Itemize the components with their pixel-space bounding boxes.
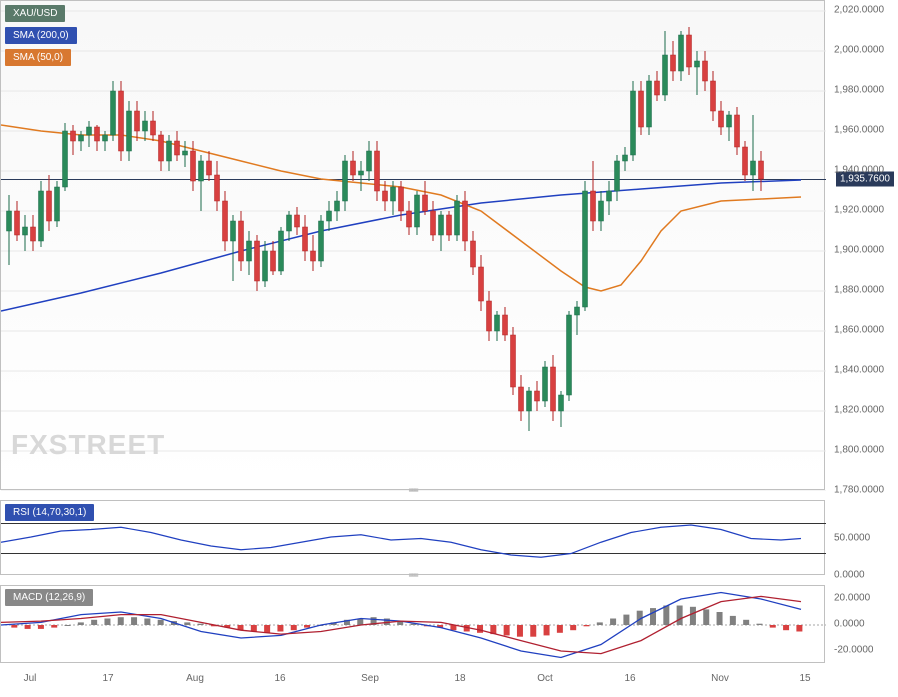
x-tick-label: Oct (537, 673, 553, 684)
panel-resize-handle[interactable]: ≡≡≡ (393, 486, 433, 492)
y-tick-label: 20.0000 (834, 593, 870, 604)
x-tick-label: Sep (361, 673, 379, 684)
y-tick-label: 1,900.0000 (834, 245, 884, 256)
panel-resize-handle[interactable]: ≡≡≡ (393, 571, 433, 577)
x-tick-label: 16 (274, 673, 285, 684)
y-tick-label: 1,800.0000 (834, 445, 884, 456)
y-tick-label: 50.0000 (834, 532, 870, 543)
watermark: FXSTREET (11, 429, 165, 461)
x-tick-label: 18 (454, 673, 465, 684)
rsi-svg (1, 501, 826, 576)
x-tick-label: 15 (799, 673, 810, 684)
rsi-panel[interactable]: RSI (14,70,30,1) ≡≡≡ (0, 500, 825, 575)
y-tick-label: 1,880.0000 (834, 285, 884, 296)
main-price-chart[interactable]: XAU/USD SMA (200,0) SMA (50,0) FXSTREET … (0, 0, 825, 490)
macd-y-axis: -20.0000 0.0000 20.0000 (828, 585, 898, 663)
chart-container: XAU/USD SMA (200,0) SMA (50,0) FXSTREET … (0, 0, 898, 697)
y-tick-label: -20.0000 (834, 645, 873, 656)
rsi-y-axis: 0.000050.0000 (828, 500, 898, 575)
sma50-badge: SMA (50,0) (5, 49, 71, 66)
macd-badge: MACD (12,26,9) (5, 589, 93, 606)
macd-panel[interactable]: MACD (12,26,9) (0, 585, 825, 663)
x-tick-label: Aug (186, 673, 204, 684)
y-tick-label: 1,960.0000 (834, 125, 884, 136)
x-tick-label: 16 (624, 673, 635, 684)
x-tick-label: 17 (102, 673, 113, 684)
candlestick-svg (1, 1, 826, 491)
main-y-axis: 1,780.00001,800.00001,820.00001,840.0000… (828, 0, 898, 490)
y-tick-label: 2,020.0000 (834, 5, 884, 16)
y-tick-label: 0.0000 (834, 570, 865, 581)
y-tick-label: 1,940.0000 (834, 165, 884, 176)
y-tick-label: 0.0000 (834, 619, 865, 630)
symbol-badge: XAU/USD (5, 5, 65, 22)
y-tick-label: 1,820.0000 (834, 405, 884, 416)
y-tick-label: 1,840.0000 (834, 365, 884, 376)
sma200-badge: SMA (200,0) (5, 27, 77, 44)
rsi-badge: RSI (14,70,30,1) (5, 504, 94, 521)
y-tick-label: 2,000.0000 (834, 45, 884, 56)
macd-svg (1, 586, 826, 664)
x-axis: Jul 17 Aug 16 Sep 18 Oct 16 Nov 15 (0, 665, 825, 695)
y-tick-label: 1,860.0000 (834, 325, 884, 336)
y-tick-label: 1,780.0000 (834, 485, 884, 496)
y-tick-label: 1,920.0000 (834, 205, 884, 216)
y-tick-label: 1,980.0000 (834, 85, 884, 96)
x-tick-label: Nov (711, 673, 729, 684)
x-tick-label: Jul (24, 673, 37, 684)
